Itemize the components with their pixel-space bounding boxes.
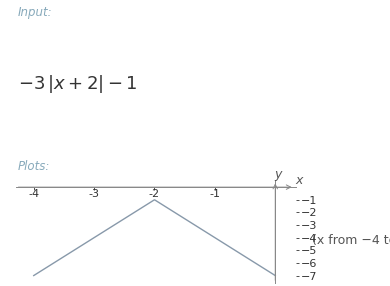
Text: (x from −4 to 0): (x from −4 to 0) [312, 234, 390, 247]
Text: -1: -1 [209, 189, 220, 199]
Text: Input:: Input: [18, 6, 52, 19]
Text: -2: -2 [149, 189, 160, 199]
Text: x: x [295, 174, 303, 187]
Text: Plots:: Plots: [18, 160, 50, 173]
Text: -3: -3 [89, 189, 99, 199]
Text: -4: -4 [28, 189, 39, 199]
Text: y: y [274, 168, 281, 180]
Text: $-3\,|x+2|-1$: $-3\,|x+2|-1$ [18, 73, 137, 94]
